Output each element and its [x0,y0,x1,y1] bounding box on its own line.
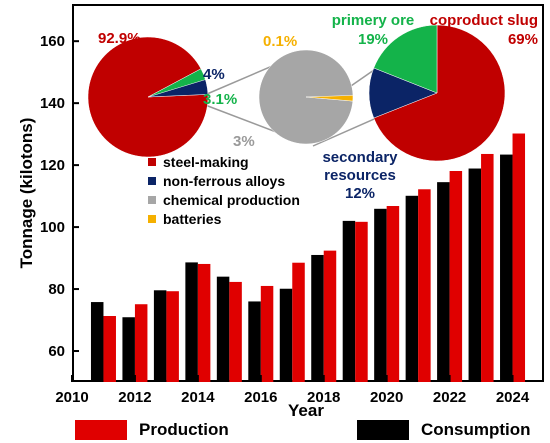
production-bar [481,153,494,382]
y-tick-label: 100 [40,219,65,236]
production-bar [449,171,463,382]
production-bar [260,285,274,382]
consumption-bar [279,288,293,382]
x-axis-title: Year [288,401,324,420]
x-tick-label: 2016 [244,389,277,406]
production-bar [134,304,148,382]
primery-ore-label: primery ore [332,12,415,29]
production-bar [512,133,526,382]
consumption-bar [500,154,513,382]
consumption-bar [122,317,135,382]
production-bar [355,221,368,382]
y-tick-label: 60 [48,343,65,360]
secondary-label-line2: resources [324,167,396,184]
legend-production: Production [75,420,229,440]
production-bar [103,316,116,382]
consumption-bar [153,290,167,382]
production-bar [292,262,305,382]
consumption-swatch [357,420,409,440]
primery-slice [373,24,438,94]
alloys-swatch [148,176,156,185]
x-tick-label: 2014 [181,389,215,406]
secondary-value: 12% [345,185,375,202]
inset-legend-item-steel: steel-making [148,152,300,171]
usage-red-label: 92.9% [98,30,141,47]
consumption-bar [437,182,450,382]
consumption-bar [311,254,324,382]
primery-ore-value: 19% [358,31,388,48]
production-bar [418,189,431,382]
green-slice [147,68,206,98]
inset-legend-label: chemical production [163,191,300,208]
consumption-label: Consumption [421,420,531,439]
consumption-bar [342,220,356,382]
production-label: Production [139,420,229,439]
plot-frame [72,4,544,382]
y-tick-label: 80 [48,281,65,298]
secondary-label-line1: secondary [322,149,398,166]
consumption-bar [248,301,261,382]
production-bar [229,281,242,382]
y-tick-label: 160 [40,33,65,50]
x-tick-label: 2022 [433,389,466,406]
batteries-swatch [148,214,156,223]
usage-blue-label: 4% [203,66,225,83]
inset-legend-label: batteries [163,210,222,227]
coproduct-slug-label: coproduct slug [430,12,538,29]
x-tick-label: 2018 [307,389,340,406]
x-tick-label: 2020 [370,389,403,406]
production-bar [323,250,337,382]
production-swatch [75,420,127,440]
x-tick-label: 2010 [55,389,88,406]
consumption-bar [374,208,387,382]
y-axis-title: Tonnage (kilotons) [17,118,36,269]
usage-green-label: 3.1% [203,91,237,108]
inset-legend-item-alloys: non-ferrous alloys [148,171,300,190]
x-tick-label: 2024 [496,389,530,406]
y-tick-label: 140 [40,95,65,112]
coproduct-slug-value: 69% [508,31,538,48]
batteries-yellow-label: 0.1% [263,33,297,50]
inset-legend-label: steel-making [163,153,249,170]
chemical-swatch [148,195,156,204]
consumption-bar [90,302,104,382]
coproduct-slice [373,24,506,162]
y-tick-label: 120 [40,157,65,174]
inset-legend-label: non-ferrous alloys [163,172,286,189]
batteries-slice [305,95,354,102]
inset-legend-item-batteries: batteries [148,209,300,228]
chemical-gray-label: 3% [233,133,255,150]
inset-legend-item-chemical: chemical production [148,190,300,209]
steel-swatch [148,157,156,166]
consumption-bar [185,262,198,382]
consumption-bar [405,195,419,382]
inset-legend: steel-making non-ferrous alloys chemical… [148,152,300,228]
production-bar [197,263,211,382]
production-bar [386,206,400,382]
consumption-bar [468,168,482,382]
x-tick-label: 2012 [118,389,151,406]
production-bar [166,291,179,382]
legend-consumption: Consumption [357,420,531,440]
consumption-bar [216,276,230,382]
